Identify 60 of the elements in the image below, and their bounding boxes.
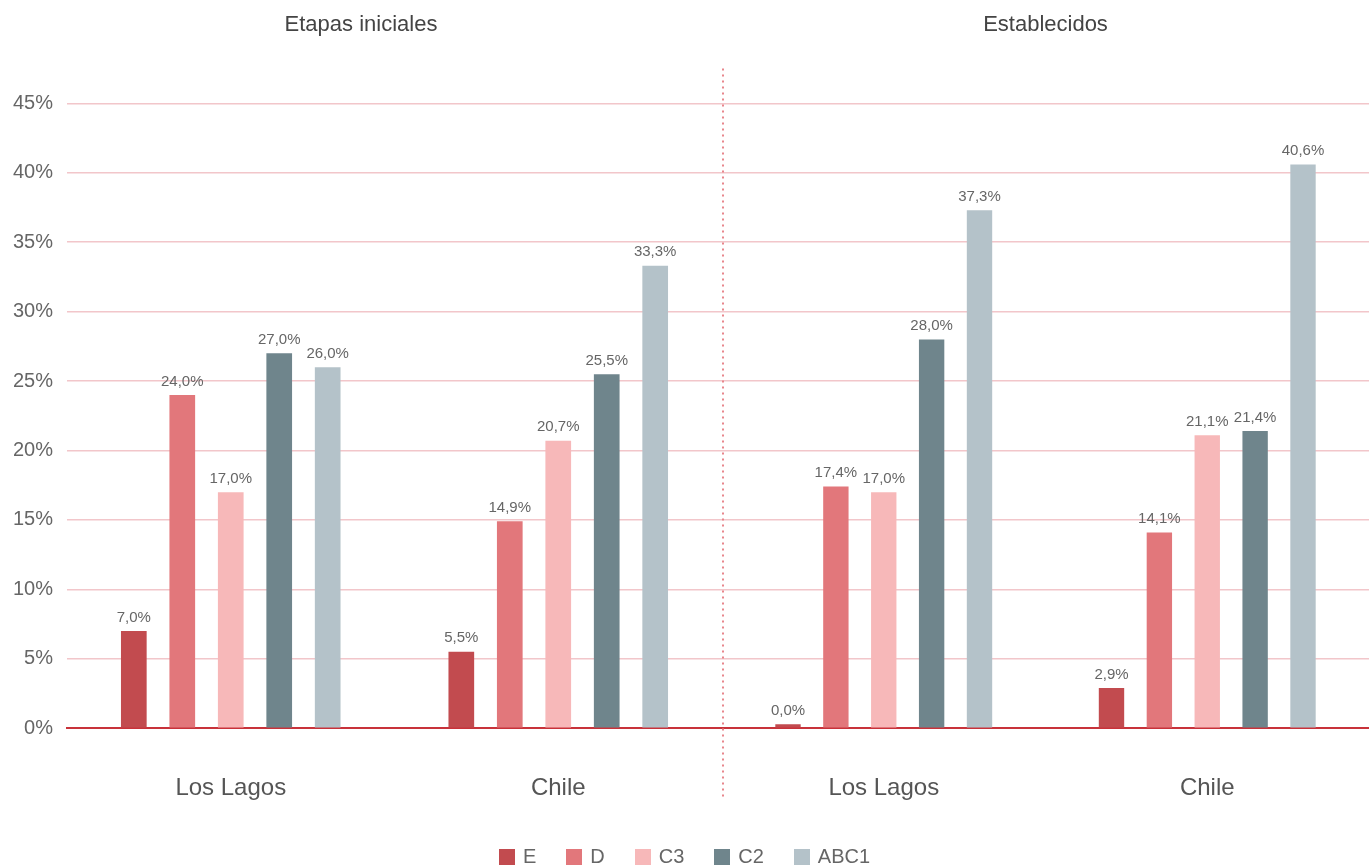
- data-label: 5,5%: [444, 628, 479, 646]
- data-label: 21,1%: [1185, 411, 1229, 429]
- data-label: 14,9%: [488, 497, 532, 515]
- bar: [217, 492, 244, 728]
- bar: [1242, 431, 1268, 728]
- legend-label: D: [590, 845, 605, 867]
- bar: [120, 631, 147, 728]
- data-label: 33,3%: [633, 242, 677, 260]
- bar: [1290, 164, 1316, 728]
- y-tick-label: 10%: [12, 576, 54, 599]
- bar: [496, 521, 523, 728]
- bar: [545, 440, 572, 728]
- y-tick-label: 40%: [12, 160, 54, 183]
- data-label: 21,4%: [1233, 407, 1277, 425]
- y-tick-label: 20%: [12, 438, 54, 461]
- bar: [314, 367, 341, 728]
- y-tick-label: 0%: [24, 715, 54, 738]
- bar: [593, 374, 620, 728]
- legend-label: C3: [658, 845, 685, 867]
- data-label: 2,9%: [1094, 664, 1129, 682]
- y-tick-label: 45%: [12, 90, 54, 113]
- legend-label: ABC1: [817, 845, 871, 867]
- data-label: 26,0%: [306, 343, 349, 361]
- y-tick-label: 15%: [12, 507, 54, 530]
- data-label: 25,5%: [585, 350, 628, 368]
- x-tick-label: Los Lagos: [175, 773, 287, 801]
- bar: [823, 486, 849, 728]
- bar: [642, 265, 669, 728]
- data-label: 24,0%: [161, 371, 204, 389]
- data-label: 17,4%: [814, 463, 858, 481]
- data-label: 14,1%: [1138, 509, 1181, 527]
- bar: [871, 492, 897, 728]
- chart-title: Establecidos: [983, 11, 1108, 37]
- y-tick-label: 5%: [24, 646, 54, 669]
- bar: [1146, 532, 1173, 728]
- data-label: 40,6%: [1281, 141, 1325, 159]
- data-label: 27,0%: [257, 329, 301, 347]
- bar: [1194, 435, 1220, 728]
- bar: [266, 353, 293, 728]
- y-tick-label: 25%: [12, 368, 54, 391]
- legend-label: C2: [738, 845, 764, 867]
- legend-label: E: [522, 845, 537, 867]
- y-tick-label: 30%: [12, 299, 54, 322]
- data-label: 0,0%: [770, 700, 806, 718]
- bar: [966, 210, 993, 728]
- data-label: 7,0%: [116, 607, 151, 625]
- bar: [1098, 687, 1125, 728]
- data-label: 28,0%: [910, 316, 953, 334]
- x-tick-label: Chile: [530, 773, 586, 801]
- data-label: 17,0%: [209, 468, 253, 486]
- data-label: 37,3%: [958, 186, 1001, 204]
- bar: [448, 651, 475, 728]
- data-label: 17,0%: [862, 468, 906, 486]
- bar: [918, 339, 945, 728]
- chart-title: Etapas iniciales: [284, 11, 438, 37]
- bar: [169, 394, 196, 728]
- data-label: 20,7%: [536, 417, 580, 435]
- x-tick-label: Los Lagos: [828, 773, 940, 801]
- y-tick-label: 35%: [12, 229, 54, 252]
- x-tick-label: Chile: [1179, 773, 1235, 801]
